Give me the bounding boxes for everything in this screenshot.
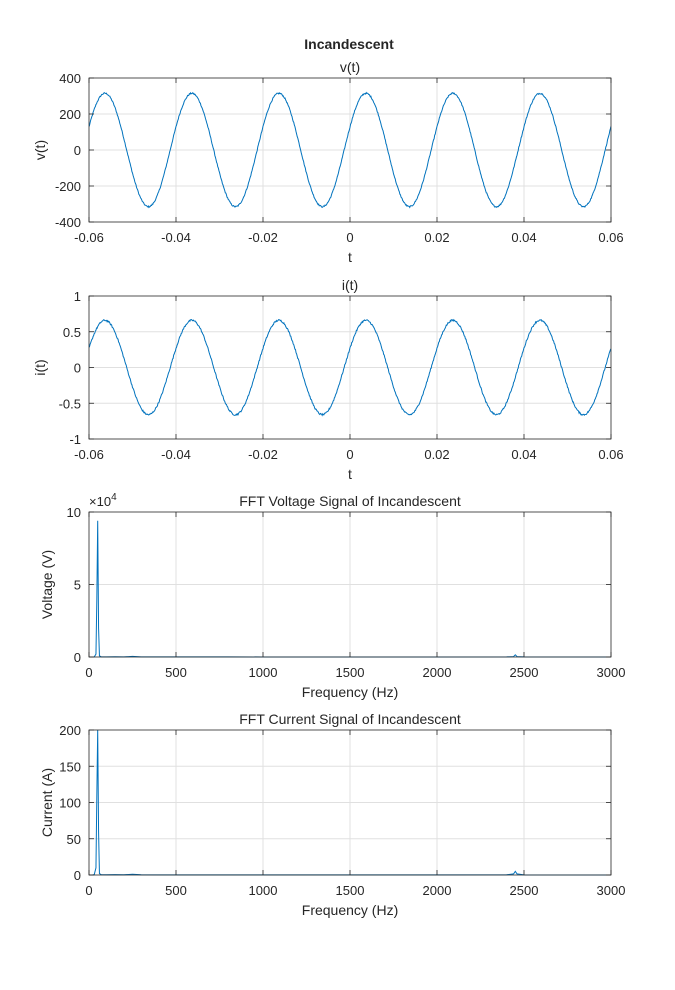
y-tick-label: 0.5 [63, 325, 81, 340]
y-exponent-power: 4 [111, 492, 117, 503]
x-tick-label: -0.06 [74, 230, 104, 245]
y-tick-label: 100 [59, 796, 81, 811]
y-tick-label: -200 [55, 179, 81, 194]
series-line [89, 318, 611, 417]
y-tick-label: 0 [74, 361, 81, 376]
x-tick-label: -0.02 [248, 230, 278, 245]
x-axis-label: Frequency (Hz) [302, 902, 398, 918]
y-axis-label: Voltage (V) [39, 550, 55, 619]
y-exponent-label: ×104 [89, 492, 117, 509]
subplot-2: -0.06 -0.04 -0.02 0 0.02 0.04 0.06 -1 -0.5 0 0.5 1 i… [32, 277, 624, 482]
y-tick-label: 5 [74, 578, 81, 593]
y-tick-label: 0 [74, 143, 81, 158]
figure-title: Incandescent [304, 36, 394, 52]
x-tick-label: 3000 [597, 665, 626, 680]
plots: -0.06 -0.04 -0.02 0 0.02 0.04 0.06 -400 -200 0 200… [32, 59, 625, 918]
x-tick-label: 3000 [597, 883, 626, 898]
y-tick-label: 150 [59, 759, 81, 774]
x-tick-label: 500 [165, 665, 187, 680]
axes-title: FFT Current Signal of Incandescent [239, 711, 461, 727]
x-tick-label: -0.06 [74, 447, 104, 462]
x-tick-label: 2000 [423, 883, 452, 898]
y-tick-label: 50 [67, 832, 81, 847]
x-tick-label: 0 [85, 883, 92, 898]
y-tick-label: 200 [59, 107, 81, 122]
axes-title: v(t) [340, 59, 360, 75]
x-axis-label: Frequency (Hz) [302, 684, 398, 700]
x-tick-label: 0.06 [598, 230, 623, 245]
x-axis-label: t [348, 466, 352, 482]
y-tick-label: 0 [74, 650, 81, 665]
x-tick-label: -0.04 [161, 447, 191, 462]
axes-title: i(t) [342, 277, 358, 293]
y-tick-label: 200 [59, 723, 81, 738]
y-tick-label: -400 [55, 215, 81, 230]
y-tick-label: 1 [74, 289, 81, 304]
x-tick-label: 0 [346, 230, 353, 245]
x-tick-label: 2000 [423, 665, 452, 680]
x-tick-label: 0.02 [424, 447, 449, 462]
x-tick-label: 0.04 [511, 447, 536, 462]
x-tick-label: 1000 [249, 883, 278, 898]
y-axis-label: Current (A) [39, 768, 55, 837]
x-tick-label: 500 [165, 883, 187, 898]
series-line [89, 91, 611, 209]
x-tick-label: 0 [85, 665, 92, 680]
x-tick-label: 2500 [510, 883, 539, 898]
x-tick-label: 2500 [510, 665, 539, 680]
y-tick-label: 400 [59, 71, 81, 86]
x-tick-label: 1000 [249, 665, 278, 680]
x-tick-label: -0.02 [248, 447, 278, 462]
y-tick-label: -1 [69, 432, 81, 447]
subplot-3: 0 500 1000 1500 2000 2500 3000 0 5 10 FFT Voltage … [39, 492, 625, 700]
series-line [89, 729, 611, 876]
x-tick-label: 1500 [336, 665, 365, 680]
x-tick-label: 1500 [336, 883, 365, 898]
subplot-4: 0 500 1000 1500 2000 2500 3000 0 50 100 150 200 FFT … [39, 711, 625, 918]
x-tick-label: -0.04 [161, 230, 191, 245]
y-tick-label: 0 [74, 868, 81, 883]
axes-title: FFT Voltage Signal of Incandescent [239, 493, 461, 509]
y-tick-label: 10 [67, 505, 81, 520]
x-axis-label: t [348, 249, 352, 265]
x-tick-label: 0 [346, 447, 353, 462]
x-tick-label: 0.06 [598, 447, 623, 462]
x-tick-label: 0.04 [511, 230, 536, 245]
subplot-1: -0.06 -0.04 -0.02 0 0.02 0.04 0.06 -400 -200 0 200… [32, 59, 624, 265]
y-axis-label: v(t) [32, 140, 48, 160]
y-axis-label: i(t) [32, 359, 48, 375]
x-tick-label: 0.02 [424, 230, 449, 245]
y-tick-label: -0.5 [59, 396, 81, 411]
